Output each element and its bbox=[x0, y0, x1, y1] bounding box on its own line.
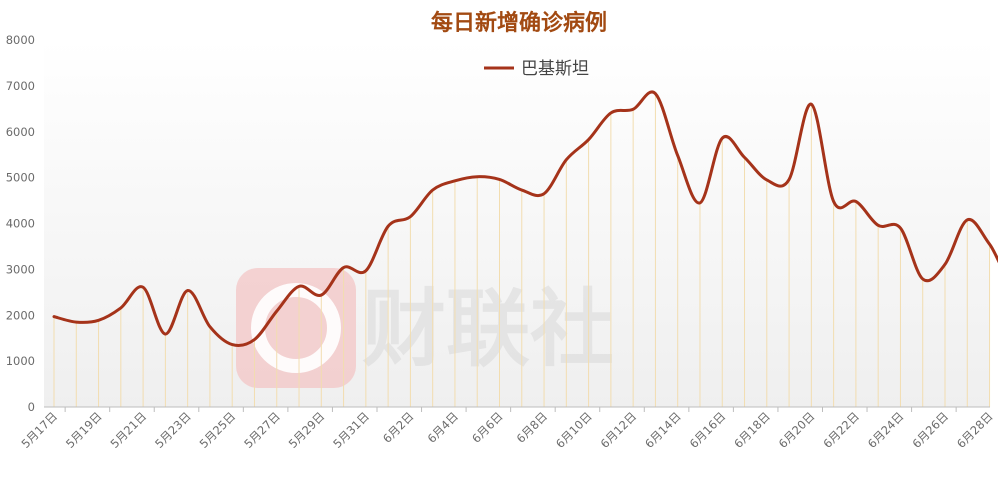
y-tick-label: 7000 bbox=[6, 79, 35, 93]
x-tick-label: 6月6日 bbox=[469, 409, 506, 446]
x-tick-label: 5月31日 bbox=[330, 409, 372, 451]
x-tick-label: 6月8日 bbox=[514, 409, 551, 446]
legend-label: 巴基斯坦 bbox=[521, 59, 589, 79]
x-tick-label: 6月26日 bbox=[909, 409, 951, 451]
y-tick-label: 2000 bbox=[6, 308, 35, 322]
watermark-text: 财联社 bbox=[362, 280, 614, 378]
x-tick-label: 6月18日 bbox=[731, 409, 773, 451]
legend: 巴基斯坦 bbox=[484, 59, 589, 79]
y-tick-label: 5000 bbox=[6, 171, 35, 185]
series-line bbox=[52, 90, 998, 348]
y-tick-label: 4000 bbox=[6, 217, 35, 231]
x-tick-label: 6月2日 bbox=[380, 409, 417, 446]
x-tick-label: 5月19日 bbox=[63, 409, 105, 451]
x-tick-label: 6月10日 bbox=[553, 409, 595, 451]
x-tick-label: 5月25日 bbox=[197, 409, 239, 451]
y-tick-label: 3000 bbox=[6, 262, 35, 276]
x-tick-label: 6月28日 bbox=[954, 409, 996, 451]
drop-lines bbox=[53, 93, 991, 407]
x-tick-label: 6月4日 bbox=[425, 409, 462, 446]
y-tick-label: 6000 bbox=[6, 125, 35, 139]
x-tick-label: 6月20日 bbox=[776, 409, 818, 451]
y-tick-label: 8000 bbox=[6, 33, 35, 47]
plot-background bbox=[44, 40, 990, 407]
y-axis: 0 1000 2000 3000 4000 5000 6000 7000 8000 bbox=[6, 33, 35, 414]
y-tick-label: 1000 bbox=[6, 354, 35, 368]
y-tick-label: 0 bbox=[28, 400, 35, 414]
watermark: 财联社 bbox=[236, 268, 614, 388]
x-tick-label: 6月24日 bbox=[865, 409, 907, 451]
chart-title: 每日新增确诊病例 bbox=[431, 10, 607, 36]
x-tick-label: 5月17日 bbox=[18, 409, 60, 451]
x-tick-label: 5月27日 bbox=[241, 409, 283, 451]
x-tick-label: 6月16日 bbox=[687, 409, 729, 451]
x-axis: 5月17日 5月19日 5月21日 5月23日 5月25日 5月27日 5月29日 5月31日… bbox=[18, 406, 996, 451]
x-tick-label: 5月23日 bbox=[152, 409, 194, 451]
x-tick-label: 5月29日 bbox=[286, 409, 328, 451]
x-tick-label: 6月12日 bbox=[598, 409, 640, 451]
x-tick-label: 5月21日 bbox=[108, 409, 150, 451]
x-tick-label: 6月22日 bbox=[820, 409, 862, 451]
x-tick-label: 6月14日 bbox=[642, 409, 684, 451]
